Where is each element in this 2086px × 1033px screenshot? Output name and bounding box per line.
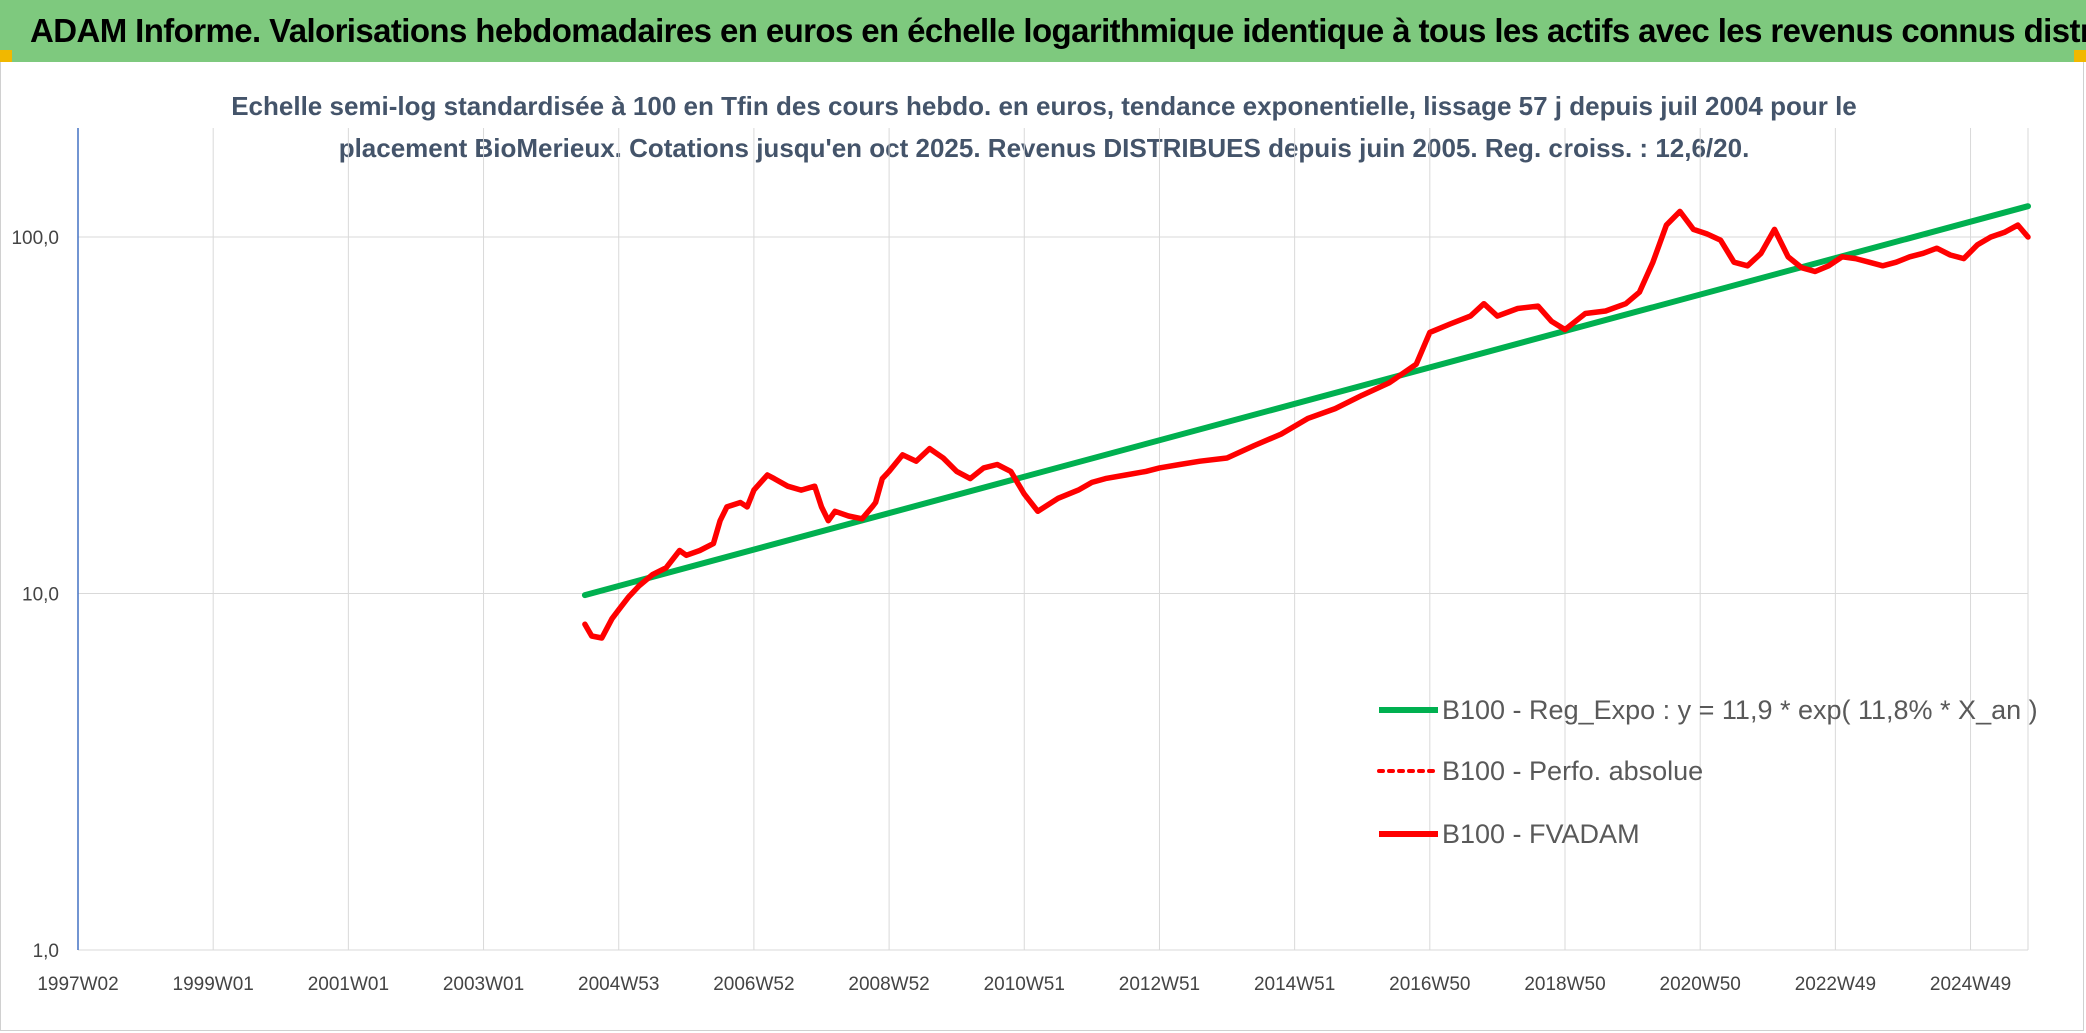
x-tick-label: 2010W51 [984,974,1065,995]
x-axis-tick-labels: 1997W02 1999W01 2001W01 2003W01 2004W53 2006W… [37,974,2011,995]
legend-label: B100 - Perfo. absolue [1442,756,1703,786]
x-tick-label: 2012W51 [1119,974,1200,995]
x-tick-label: 2001W01 [308,974,389,995]
chart-frame: Echelle semi-log standardisée à 100 en T… [0,62,2084,1031]
header-bar: ADAM Informe. Valorisations hebdomadaire… [0,0,2086,62]
series-line-fvadam [582,208,2031,641]
legend-label: B100 - FVADAM [1442,819,1640,849]
y-tick-label: 1,0 [33,941,59,962]
corner-marker-top-left [0,50,12,62]
chart-subtitle-line-1: Echelle semi-log standardisée à 100 en T… [231,91,1857,121]
x-tick-label: 1999W01 [173,974,254,995]
series-lines [581,203,2031,641]
x-tick-label: 2004W53 [578,974,659,995]
page-title: ADAM Informe. Valorisations hebdomadaire… [30,12,2086,49]
series-line-reg-expo [581,203,2031,599]
y-tick-label: 10,0 [22,585,59,606]
x-tick-label: 2024W49 [1930,974,2011,995]
y-tick-label: 100,0 [11,228,59,249]
x-tick-label: 2003W01 [443,974,524,995]
x-tick-label: 1997W02 [37,974,118,995]
x-tick-label: 2020W50 [1660,974,1741,995]
chart: Echelle semi-log standardisée à 100 en T… [11,91,2038,995]
x-tick-label: 2014W51 [1254,974,1335,995]
chart-subtitle-line-2: placement BioMerieux. Cotations jusqu'en… [339,133,1750,163]
vertical-gridlines [77,128,2029,950]
horizontal-gridlines [78,236,2028,951]
corner-marker-top-right [2074,50,2086,62]
y-axis-tick-labels: 1,0 10,0 100,0 [11,228,59,962]
x-tick-label: 2018W50 [1524,974,1605,995]
legend: B100 - Reg_Expo : y = 11,9 * exp( 11,8% … [1377,695,2038,849]
legend-label: B100 - Reg_Expo : y = 11,9 * exp( 11,8% … [1442,695,2038,725]
x-tick-label: 2022W49 [1795,974,1876,995]
x-tick-label: 2006W52 [713,974,794,995]
x-tick-label: 2016W50 [1389,974,1470,995]
x-tick-label: 2008W52 [848,974,929,995]
